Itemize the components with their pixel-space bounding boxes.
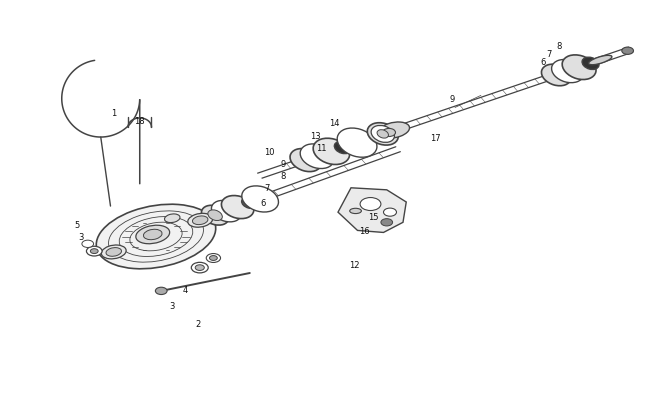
Circle shape [382,129,395,137]
Text: 6: 6 [261,198,266,207]
Ellipse shape [552,60,584,83]
Text: 4: 4 [183,285,188,294]
Ellipse shape [136,226,170,244]
Circle shape [622,48,634,55]
Text: 17: 17 [430,133,441,142]
Ellipse shape [192,216,208,225]
Text: 7: 7 [264,184,269,193]
Ellipse shape [202,206,229,226]
Text: 7: 7 [547,50,552,59]
Circle shape [155,288,167,295]
Ellipse shape [290,149,321,172]
Text: 8: 8 [556,42,562,51]
Text: 6: 6 [540,58,545,67]
Ellipse shape [377,130,389,139]
Ellipse shape [562,56,596,80]
Ellipse shape [242,198,256,209]
Circle shape [381,219,393,226]
Ellipse shape [313,139,350,165]
Text: 1: 1 [111,109,116,118]
Ellipse shape [371,126,395,143]
Ellipse shape [130,223,182,251]
Ellipse shape [337,129,377,158]
Ellipse shape [96,205,216,269]
Circle shape [360,198,381,211]
Text: 5: 5 [74,220,79,229]
Circle shape [82,241,94,248]
Ellipse shape [334,142,351,154]
Circle shape [86,247,102,256]
Text: 3: 3 [170,301,175,310]
Ellipse shape [144,230,162,240]
Text: 16: 16 [359,226,369,235]
Text: 12: 12 [349,261,359,270]
Text: 11: 11 [317,143,327,152]
Ellipse shape [101,245,126,259]
Ellipse shape [350,209,361,214]
Circle shape [209,256,217,261]
Circle shape [206,254,220,263]
Ellipse shape [589,56,612,66]
Circle shape [384,209,396,217]
Ellipse shape [119,217,193,257]
Polygon shape [338,188,406,233]
Text: 15: 15 [369,212,379,221]
Text: 10: 10 [265,147,275,156]
Circle shape [195,265,204,271]
Ellipse shape [106,248,122,257]
Ellipse shape [109,211,203,262]
Ellipse shape [164,214,180,223]
Circle shape [191,263,208,273]
Ellipse shape [211,201,241,222]
Text: 2: 2 [196,320,201,328]
Ellipse shape [208,210,222,221]
Ellipse shape [367,124,398,146]
Ellipse shape [379,123,410,139]
Ellipse shape [222,196,254,219]
Text: 13: 13 [310,131,320,140]
Ellipse shape [242,186,278,213]
Ellipse shape [300,145,334,169]
Text: 9: 9 [280,160,285,168]
Circle shape [90,249,98,254]
Text: 18: 18 [135,117,145,126]
Text: 3: 3 [79,232,84,241]
Ellipse shape [582,58,599,70]
Ellipse shape [188,214,213,228]
Text: 8: 8 [280,172,285,181]
Text: 14: 14 [330,119,340,128]
Ellipse shape [541,65,571,87]
Text: 9: 9 [449,95,454,104]
